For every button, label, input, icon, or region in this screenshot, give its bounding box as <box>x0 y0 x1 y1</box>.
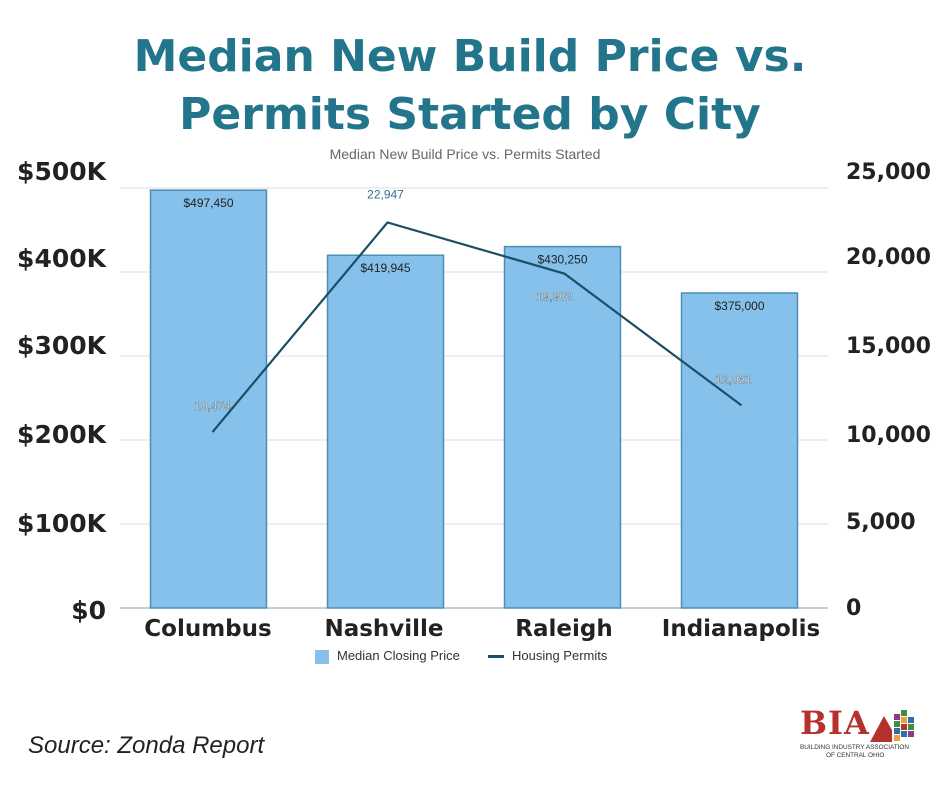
bia-logo: BIA BUILDING INDUSTRY ASSOCIATION OF CEN… <box>800 706 920 766</box>
y-right-tick: 0 <box>846 596 862 621</box>
line-series-permits <box>211 221 743 433</box>
legend-swatch-permits <box>488 655 504 659</box>
legend-item-permits: Housing Permits <box>488 648 607 664</box>
x-category-label: Nashville <box>324 616 444 642</box>
y-right-tick: 20,000 <box>846 245 931 270</box>
legend-swatch-price <box>315 649 329 664</box>
y-left-tick: $200K <box>17 420 106 449</box>
source-note: Source: Zonda Report <box>28 732 265 759</box>
x-category-label: Indianapolis <box>661 616 821 642</box>
house-blocks-icon <box>870 710 914 742</box>
y-left-tick: $500K <box>17 157 106 186</box>
legend-item-price: Median Closing Price <box>315 648 460 664</box>
logo-subtitle-2: OF CENTRAL OHIO <box>826 752 885 759</box>
y-right-tick: 15,000 <box>846 334 931 359</box>
y-left-tick: $300K <box>17 331 106 360</box>
logo-subtitle-1: BUILDING INDUSTRY ASSOCIATION <box>800 744 910 751</box>
logo-wordmark: BIA <box>800 704 870 742</box>
bar-data-label: $430,250 <box>537 253 587 267</box>
chart-title: Median New Build Price vs. Permits Start… <box>329 146 601 162</box>
legend-label-permits: Housing Permits <box>512 648 608 663</box>
line-data-label: 22,947 <box>367 187 404 201</box>
x-category-label: Columbus <box>144 616 272 642</box>
bar <box>326 254 445 609</box>
headline-line-2: Permits Started by City <box>179 89 761 140</box>
bar <box>149 189 268 609</box>
line-data-label: 12,061 <box>715 372 752 386</box>
y-left-tick: $400K <box>17 244 106 273</box>
bar <box>680 292 799 609</box>
bar-data-label: $419,945 <box>360 261 410 275</box>
y-right-tick: 5,000 <box>846 510 916 535</box>
y-left-tick: $0 <box>71 596 106 625</box>
y-right-tick: 25,000 <box>846 160 931 185</box>
line-data-label: 19,902 <box>536 290 573 304</box>
y-right-tick: 10,000 <box>846 423 931 448</box>
headline-line-1: Median New Build Price vs. <box>133 31 807 82</box>
line-data-label: 10,474 <box>194 399 231 413</box>
bar <box>503 245 622 609</box>
x-category-label: Raleigh <box>515 616 613 642</box>
bar-data-label: $497,450 <box>183 196 233 210</box>
y-left-tick: $100K <box>17 509 106 538</box>
chart-legend: Median Closing Price Housing Permits <box>0 648 940 668</box>
legend-label-price: Median Closing Price <box>337 648 460 663</box>
bar-data-label: $375,000 <box>714 299 764 313</box>
